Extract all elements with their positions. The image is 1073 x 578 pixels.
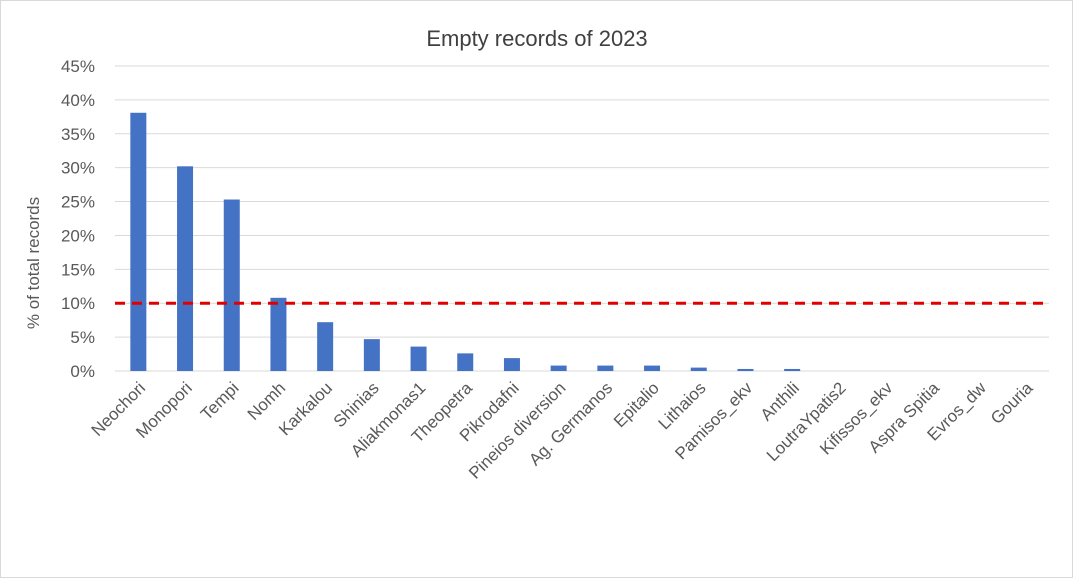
chart-title: Empty records of 2023: [426, 26, 647, 51]
bar-epitalio: [644, 365, 661, 371]
x-tick-label: Ag. Germanos: [525, 378, 616, 469]
x-tick-label: Gouria: [987, 378, 1037, 428]
bar-shinias: [363, 339, 380, 371]
bar-pikrodafni: [503, 358, 520, 371]
y-tick-label: 25%: [61, 193, 95, 212]
bar-anthili: [784, 368, 801, 371]
y-tick-label: 20%: [61, 226, 95, 245]
y-axis-label: % of total records: [24, 197, 43, 329]
y-tick-label: 5%: [70, 328, 95, 347]
bars: [130, 112, 801, 372]
y-tick-label: 45%: [61, 57, 95, 76]
bar-pamisos-ekv: [737, 368, 754, 371]
bar-monopori: [177, 166, 194, 371]
x-tick-label: Tempi: [197, 378, 243, 424]
y-tick-label: 0%: [70, 362, 95, 381]
bar-karkalou: [317, 322, 334, 371]
bar-neochori: [130, 112, 147, 372]
bar-theopetra: [457, 353, 474, 371]
bar-aliakmonas1: [410, 346, 427, 371]
x-tick-label: Nomh: [244, 378, 290, 424]
bar-tempi: [223, 199, 240, 371]
gridlines: [115, 65, 1049, 372]
y-tick-label: 35%: [61, 125, 95, 144]
bar-nomh: [270, 297, 287, 371]
bar-lithaios: [690, 367, 707, 371]
bar-pineios-diversion: [550, 365, 567, 371]
y-tick-label: 40%: [61, 91, 95, 110]
bar-ag-germanos: [597, 365, 614, 371]
y-tick-label: 15%: [61, 260, 95, 279]
x-tick-label: Epitalio: [610, 378, 663, 431]
y-axis-ticks: 0% 5% 10% 15% 20% 25% 30% 35% 40% 45%: [61, 57, 95, 381]
y-tick-label: 30%: [61, 159, 95, 178]
y-tick-label: 10%: [61, 294, 95, 313]
